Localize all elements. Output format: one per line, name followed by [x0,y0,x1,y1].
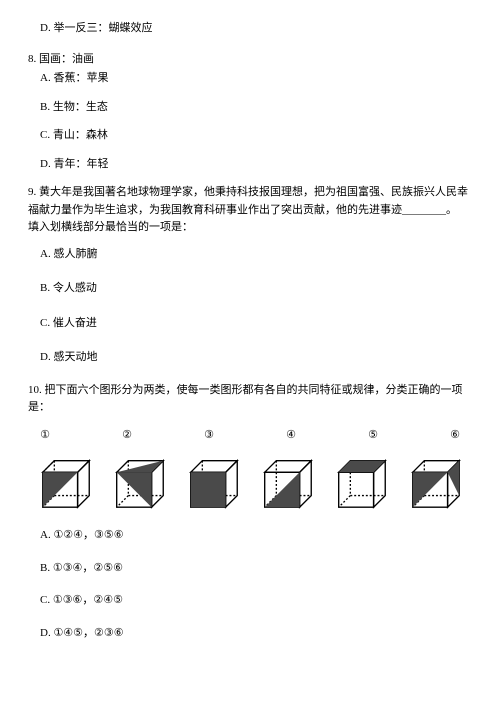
q10-label-6: ⑥ [448,427,462,444]
q10-header: 10. 把下面六个图形分为两类，使每一类图形都有各自的共同特征或规律，分类正确的… [28,382,472,417]
q8-option-c: C. 青山：森林 [40,127,472,144]
q10-cube-6 [402,451,468,513]
q10-option-d: D. ①④⑤，②③⑥ [40,625,472,642]
q10-cube-5 [328,451,394,513]
q10-cube-3 [180,451,246,513]
q9-option-a: A. 感人肺腑 [40,246,472,263]
q10-option-c: C. ①③⑥，②④⑤ [40,592,472,609]
q9-stem-line1: 9. 黄大年是我国著名地球物理学家，他秉持科技报国理想，把为祖国富强、民族振兴人… [28,184,472,219]
q10-label-2: ② [120,427,134,444]
q10-label-1: ① [38,427,52,444]
q8-option-b: B. 生物：生态 [40,99,472,116]
q9-option-b: B. 令人感动 [40,280,472,297]
q10-cube-4 [254,451,320,513]
q10-cube-1 [32,451,98,513]
q10-label-3: ③ [202,427,216,444]
q7-option-d: D. 举一反三：蝴蝶效应 [40,20,472,37]
q10-option-b: B. ①③④，②⑤⑥ [40,560,472,577]
q9-stem-line2: 填入划横线部分最恰当的一项是： [28,219,472,236]
q10-figure-labels: ① ② ③ ④ ⑤ ⑥ [28,427,472,444]
q10-label-4: ④ [284,427,298,444]
q9-option-c: C. 催人奋进 [40,315,472,332]
q10-cube-2 [106,451,172,513]
q8-option-d: D. 青年：年轻 [40,156,472,173]
q8-header: 8. 国画：油画 [28,51,472,68]
q10-option-a: A. ①②④，③⑤⑥ [40,527,472,544]
q10-cubes [28,451,472,513]
q8-option-a: A. 香蕉：苹果 [40,70,472,87]
q10-label-5: ⑤ [366,427,380,444]
q9-option-d: D. 感天动地 [40,349,472,366]
